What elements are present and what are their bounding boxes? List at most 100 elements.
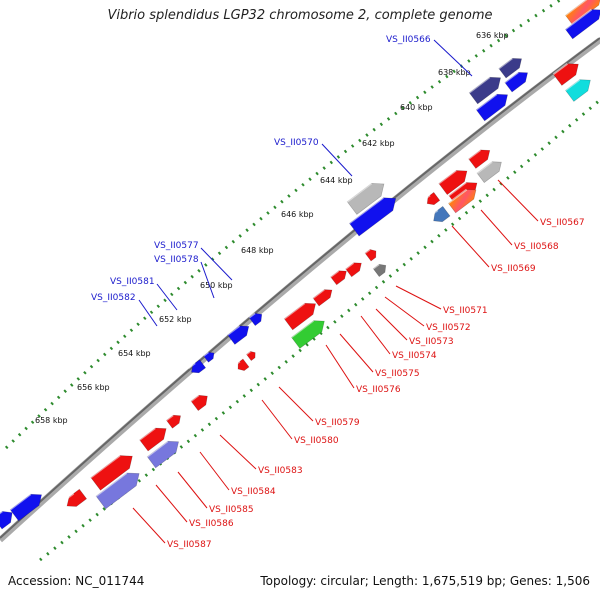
outer-tick-ring [4, 0, 561, 450]
leader-line [433, 39, 473, 77]
gene-feature[interactable] [345, 259, 365, 278]
scale-label: 658 kbp [35, 416, 68, 425]
gene-feature[interactable] [552, 59, 582, 86]
gene-label[interactable]: VS_II0571 [443, 306, 488, 316]
scale-label: 646 kbp [281, 210, 314, 219]
scale-label: 656 kbp [77, 383, 110, 392]
leader-line [155, 484, 188, 523]
gene-feature[interactable] [202, 350, 217, 363]
gene-feature[interactable] [348, 192, 400, 237]
leader-line [199, 451, 230, 491]
gene-label[interactable]: VS_II0569 [491, 264, 536, 274]
gene-feature[interactable] [468, 146, 494, 169]
leader-line [261, 399, 293, 440]
gene-label[interactable]: VS_II0575 [375, 369, 420, 379]
gene-feature[interactable] [468, 72, 505, 105]
gene-label[interactable]: VS_II0574 [392, 351, 437, 361]
leader-line [395, 285, 442, 310]
gene-feature[interactable] [330, 267, 350, 286]
scale-label: 650 kbp [200, 281, 233, 290]
scale-label: 652 kbp [159, 315, 192, 324]
gene-feature[interactable] [290, 316, 328, 349]
leader-line [138, 299, 158, 327]
scale-label: 654 kbp [118, 349, 151, 358]
gene-feature[interactable] [0, 507, 16, 530]
gene-feature[interactable] [504, 68, 531, 93]
scale-label: 648 kbp [241, 246, 274, 255]
gene-feature[interactable] [283, 298, 320, 331]
leader-line [177, 471, 208, 509]
gene-label[interactable]: VS_II0587 [167, 540, 212, 550]
leader-line [321, 143, 353, 177]
scale-label: 638 kbp [438, 68, 471, 77]
gene-feature[interactable] [364, 247, 379, 262]
gene-feature[interactable] [190, 391, 211, 412]
gene-feature[interactable] [139, 423, 171, 452]
leader-line [339, 333, 374, 373]
gene-feature[interactable] [146, 436, 183, 469]
genome-summary: Topology: circular; Length: 1,675,519 bp… [260, 574, 590, 588]
gene-feature[interactable] [423, 191, 441, 207]
gene-feature[interactable] [312, 286, 335, 307]
leader-line [200, 261, 215, 299]
gene-feature[interactable] [95, 467, 144, 510]
gene-label[interactable]: VS_II0582 [91, 293, 136, 303]
gene-label[interactable]: VS_II0580 [294, 436, 339, 446]
gene-feature[interactable] [498, 54, 525, 79]
leader-line [451, 225, 490, 268]
gene-feature[interactable] [475, 89, 512, 122]
gene-label[interactable]: VS_II0573 [409, 337, 454, 347]
gene-feature[interactable] [429, 205, 451, 225]
gene-features [0, 0, 600, 530]
scale-label: 642 kbp [362, 139, 395, 148]
gene-feature[interactable] [90, 450, 137, 491]
leader-line [480, 209, 513, 246]
gene-feature[interactable] [245, 349, 257, 362]
gene-label[interactable]: VS_II0581 [110, 277, 155, 287]
accession-label: Accession: NC_011744 [8, 574, 145, 588]
gene-label[interactable]: VS_II0570 [274, 138, 319, 148]
gene-label[interactable]: VS_II0579 [315, 418, 360, 428]
gene-label[interactable]: VS_II0577 [154, 241, 199, 251]
gene-feature[interactable] [165, 412, 183, 429]
leader-line [375, 308, 408, 341]
leader-line [384, 296, 425, 327]
leader-line [200, 247, 233, 281]
gene-feature[interactable] [248, 310, 265, 327]
scale-labels: 636 kbp 638 kbp 640 kbp 642 kbp 644 kbp 646 k… [35, 31, 509, 425]
gene-feature[interactable] [234, 358, 250, 373]
gene-label[interactable]: VS_II0578 [154, 255, 199, 265]
leader-line [278, 386, 314, 422]
gene-feature[interactable] [187, 359, 207, 376]
gene-label[interactable]: VS_II0567 [540, 218, 585, 228]
leader-line [325, 344, 355, 389]
leader-line [497, 179, 539, 222]
gene-label[interactable]: VS_II0572 [426, 323, 471, 333]
gene-feature[interactable] [476, 157, 505, 184]
leader-line [219, 434, 257, 470]
gene-label[interactable]: VS_II0568 [514, 242, 559, 252]
gene-label[interactable]: VS_II0566 [386, 35, 431, 45]
gene-feature[interactable] [9, 489, 46, 522]
gene-feature[interactable] [447, 185, 479, 214]
scale-label: 644 kbp [320, 176, 353, 185]
gene-feature[interactable] [346, 178, 389, 215]
gene-feature[interactable] [372, 261, 389, 278]
map-title: Vibrio splendidus LGP32 chromosome 2, co… [107, 8, 493, 23]
leader-line [360, 315, 391, 355]
gene-label[interactable]: VS_II0584 [231, 487, 276, 497]
gene-labels: VS_II0566 VS_II0570 VS_II0577 VS_II0578 VS_I… [91, 35, 585, 550]
leader-line [156, 283, 178, 311]
scale-label: 636 kbp [476, 31, 509, 40]
chromosome-backbone [0, 37, 600, 543]
gene-feature[interactable] [438, 165, 471, 196]
gene-label[interactable]: VS_II0586 [189, 519, 234, 529]
gene-feature[interactable] [227, 322, 253, 345]
gene-feature[interactable] [62, 488, 88, 511]
gene-label[interactable]: VS_II0583 [258, 466, 303, 476]
leader-line [132, 507, 166, 544]
gene-label[interactable]: VS_II0585 [209, 505, 254, 515]
gene-label[interactable]: VS_II0576 [356, 385, 401, 395]
gene-feature[interactable] [564, 75, 594, 102]
